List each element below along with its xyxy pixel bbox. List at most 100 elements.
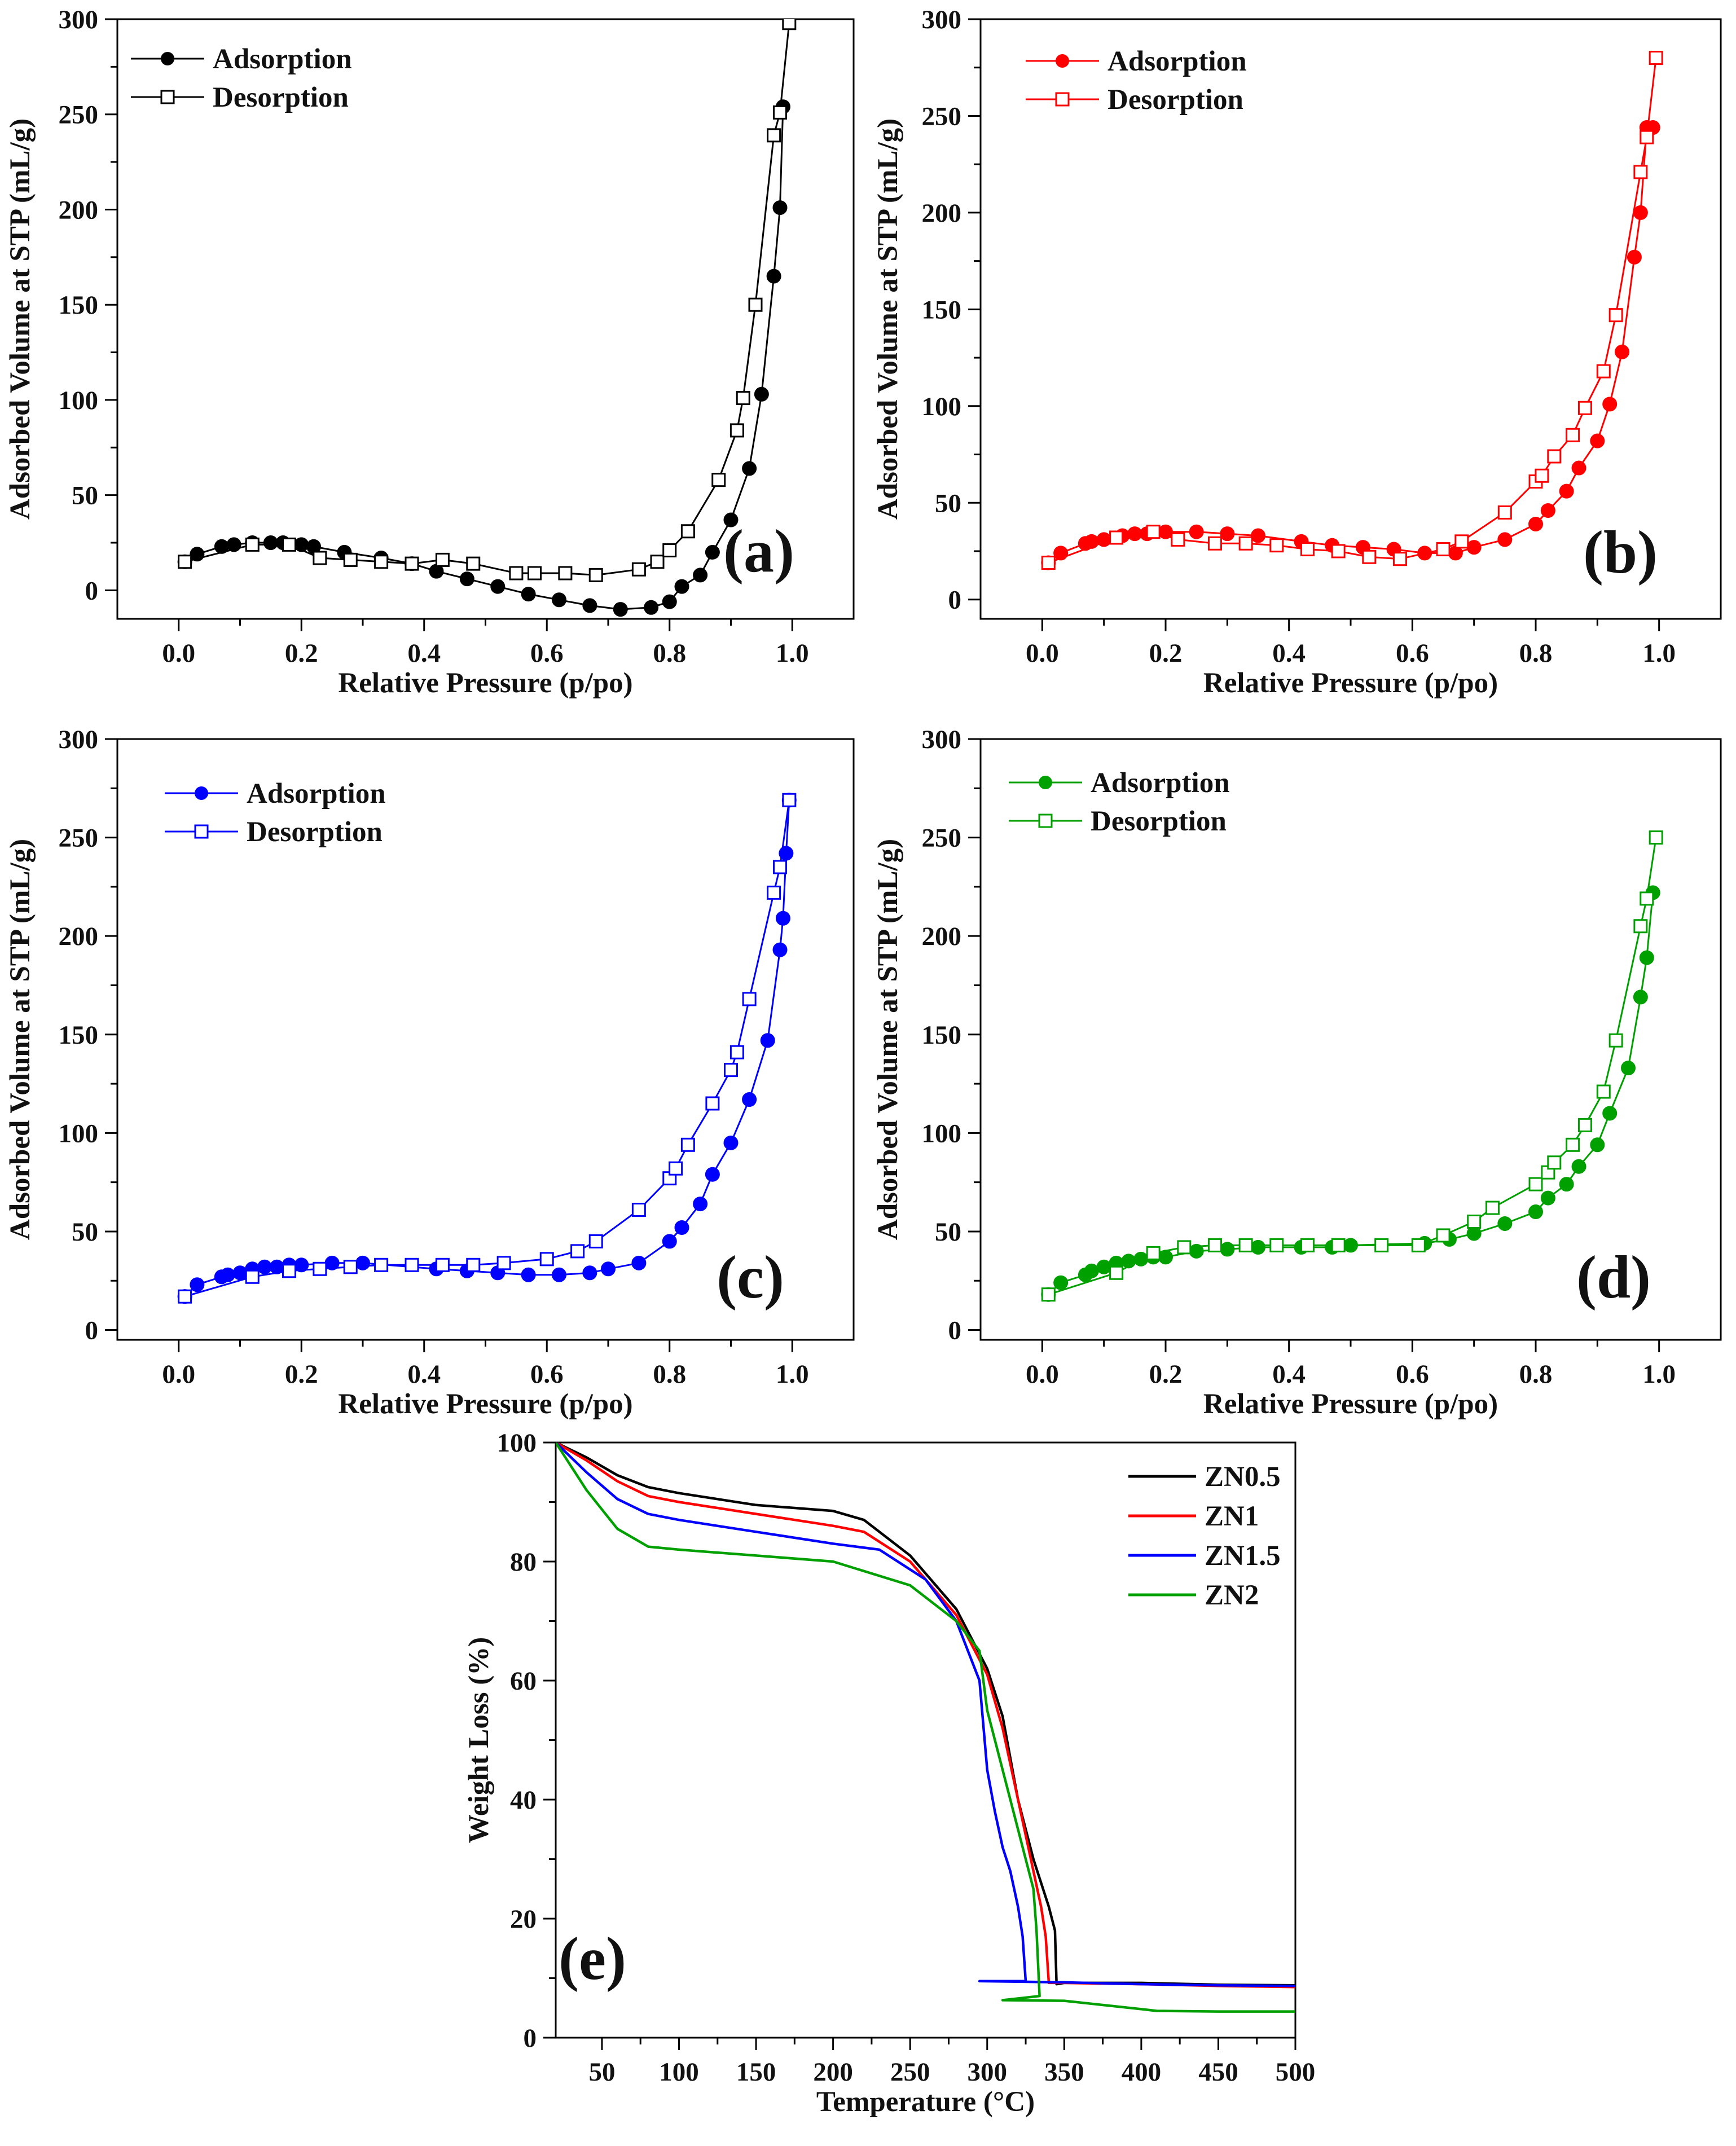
y-tick-label: 50 [935, 1217, 961, 1247]
y-tick-label: 0 [524, 2024, 537, 2053]
series-line [184, 799, 790, 1298]
x-tick-label: 150 [736, 2057, 776, 2087]
data-point [1615, 344, 1630, 359]
data-point [1540, 1190, 1555, 1206]
data-point [263, 535, 278, 551]
data-point [343, 1260, 358, 1274]
data-point [1633, 990, 1648, 1005]
panel-label: (b) [1583, 519, 1658, 586]
data-point [1146, 1246, 1161, 1260]
data-point [1238, 1238, 1253, 1252]
x-tick-label: 0.4 [407, 1360, 441, 1389]
panel-label: (a) [723, 518, 794, 585]
y-tick-label: 0 [85, 576, 99, 605]
data-point [1467, 1214, 1482, 1229]
panel-label: (e) [559, 1925, 626, 1993]
data-point [466, 1257, 481, 1272]
data-point [552, 1267, 566, 1282]
data-point [705, 544, 720, 560]
data-point [521, 1267, 536, 1282]
x-tick-label: 0.2 [1149, 1360, 1183, 1389]
y-axis-title: Weight Loss (%) [463, 1637, 495, 1844]
x-tick-label: 0.8 [1519, 1360, 1553, 1389]
data-point [1571, 1159, 1586, 1174]
series-line [1048, 837, 1657, 1296]
y-tick-label: 100 [922, 392, 962, 421]
series-adsorption [177, 99, 790, 617]
legend-label: Desorption [1091, 806, 1227, 837]
data-point [374, 555, 389, 569]
data-point [1220, 526, 1235, 542]
y-tick-label: 100 [59, 1119, 99, 1148]
data-point [1633, 919, 1648, 934]
data-point [693, 568, 708, 583]
legend-label: Adsorption [213, 43, 352, 75]
data-point [1577, 401, 1592, 415]
data-point [662, 594, 677, 609]
legend-label: ZN1.5 [1205, 1540, 1281, 1572]
y-tick-label: 50 [72, 1217, 98, 1247]
x-tick-label: 0.8 [1519, 639, 1553, 668]
data-point [644, 600, 659, 615]
series-adsorption [1041, 885, 1660, 1302]
data-point [772, 942, 788, 957]
data-point [1633, 205, 1648, 220]
data-point [674, 579, 689, 594]
y-tick-label: 150 [59, 291, 99, 320]
chart-panel-a: 0.0 0.2 0.4 0.6 0.8 1.0 0 50 100 150 200 250 300 Rela… [5, 5, 855, 699]
plot-area [556, 1443, 1295, 2013]
data-point [613, 602, 628, 617]
data-point [782, 793, 797, 807]
legend-marker [160, 90, 175, 104]
y-tick-label: 150 [922, 295, 962, 324]
x-tick-label: 0.2 [1149, 639, 1183, 668]
data-point [773, 105, 787, 120]
data-point [490, 579, 506, 594]
y-axis-title: Adsorbed Volume at STP (mL/g) [872, 118, 904, 520]
y-tick-label: 150 [922, 1021, 962, 1050]
data-point [1497, 505, 1512, 520]
data-point [1300, 1238, 1315, 1252]
series-desorption [178, 19, 797, 582]
series-line [556, 1443, 1295, 1987]
x-tick-label: 0.6 [1396, 1360, 1429, 1389]
data-point [1362, 549, 1377, 564]
data-point [1485, 1200, 1500, 1215]
data-point [1109, 1265, 1124, 1280]
x-tick-label: 100 [659, 2057, 699, 2087]
series-zn2 [556, 1443, 1295, 2013]
y-tick-label: 0 [948, 586, 962, 615]
y-tick-label: 20 [510, 1905, 537, 1934]
data-point [1269, 1238, 1284, 1252]
data-point [1633, 165, 1648, 179]
data-point [1084, 1263, 1099, 1278]
x-tick-label: 1.0 [1642, 639, 1676, 668]
data-point [1640, 130, 1654, 144]
series-line [1048, 892, 1654, 1295]
data-point [650, 555, 665, 569]
series-desorption [178, 793, 797, 1304]
y-tick-label: 250 [922, 102, 962, 131]
series-adsorption [1041, 120, 1660, 570]
data-point [570, 1244, 585, 1259]
data-point [1596, 364, 1611, 379]
x-axis-title: Relative Pressure (p/po) [1203, 667, 1498, 699]
data-point [662, 1234, 677, 1249]
data-point [1528, 516, 1543, 531]
data-point [680, 1137, 695, 1152]
data-point [748, 297, 763, 312]
x-tick-label: 0.4 [407, 639, 441, 668]
y-axis-title: Adsorbed Volume at STP (mL/g) [5, 839, 36, 1240]
legend-label: Desorption [247, 816, 383, 848]
data-point [723, 512, 739, 527]
data-point [1528, 1177, 1543, 1191]
data-point [631, 1203, 646, 1217]
data-point [723, 1135, 739, 1150]
data-point [1436, 1228, 1451, 1243]
x-tick-label: 0.0 [1026, 1360, 1059, 1389]
series-desorption [1041, 51, 1663, 570]
legend-label: Adsorption [247, 778, 386, 810]
panel-label: (c) [717, 1244, 784, 1311]
legend-label: Adsorption [1091, 767, 1230, 799]
data-point [1096, 1259, 1111, 1274]
